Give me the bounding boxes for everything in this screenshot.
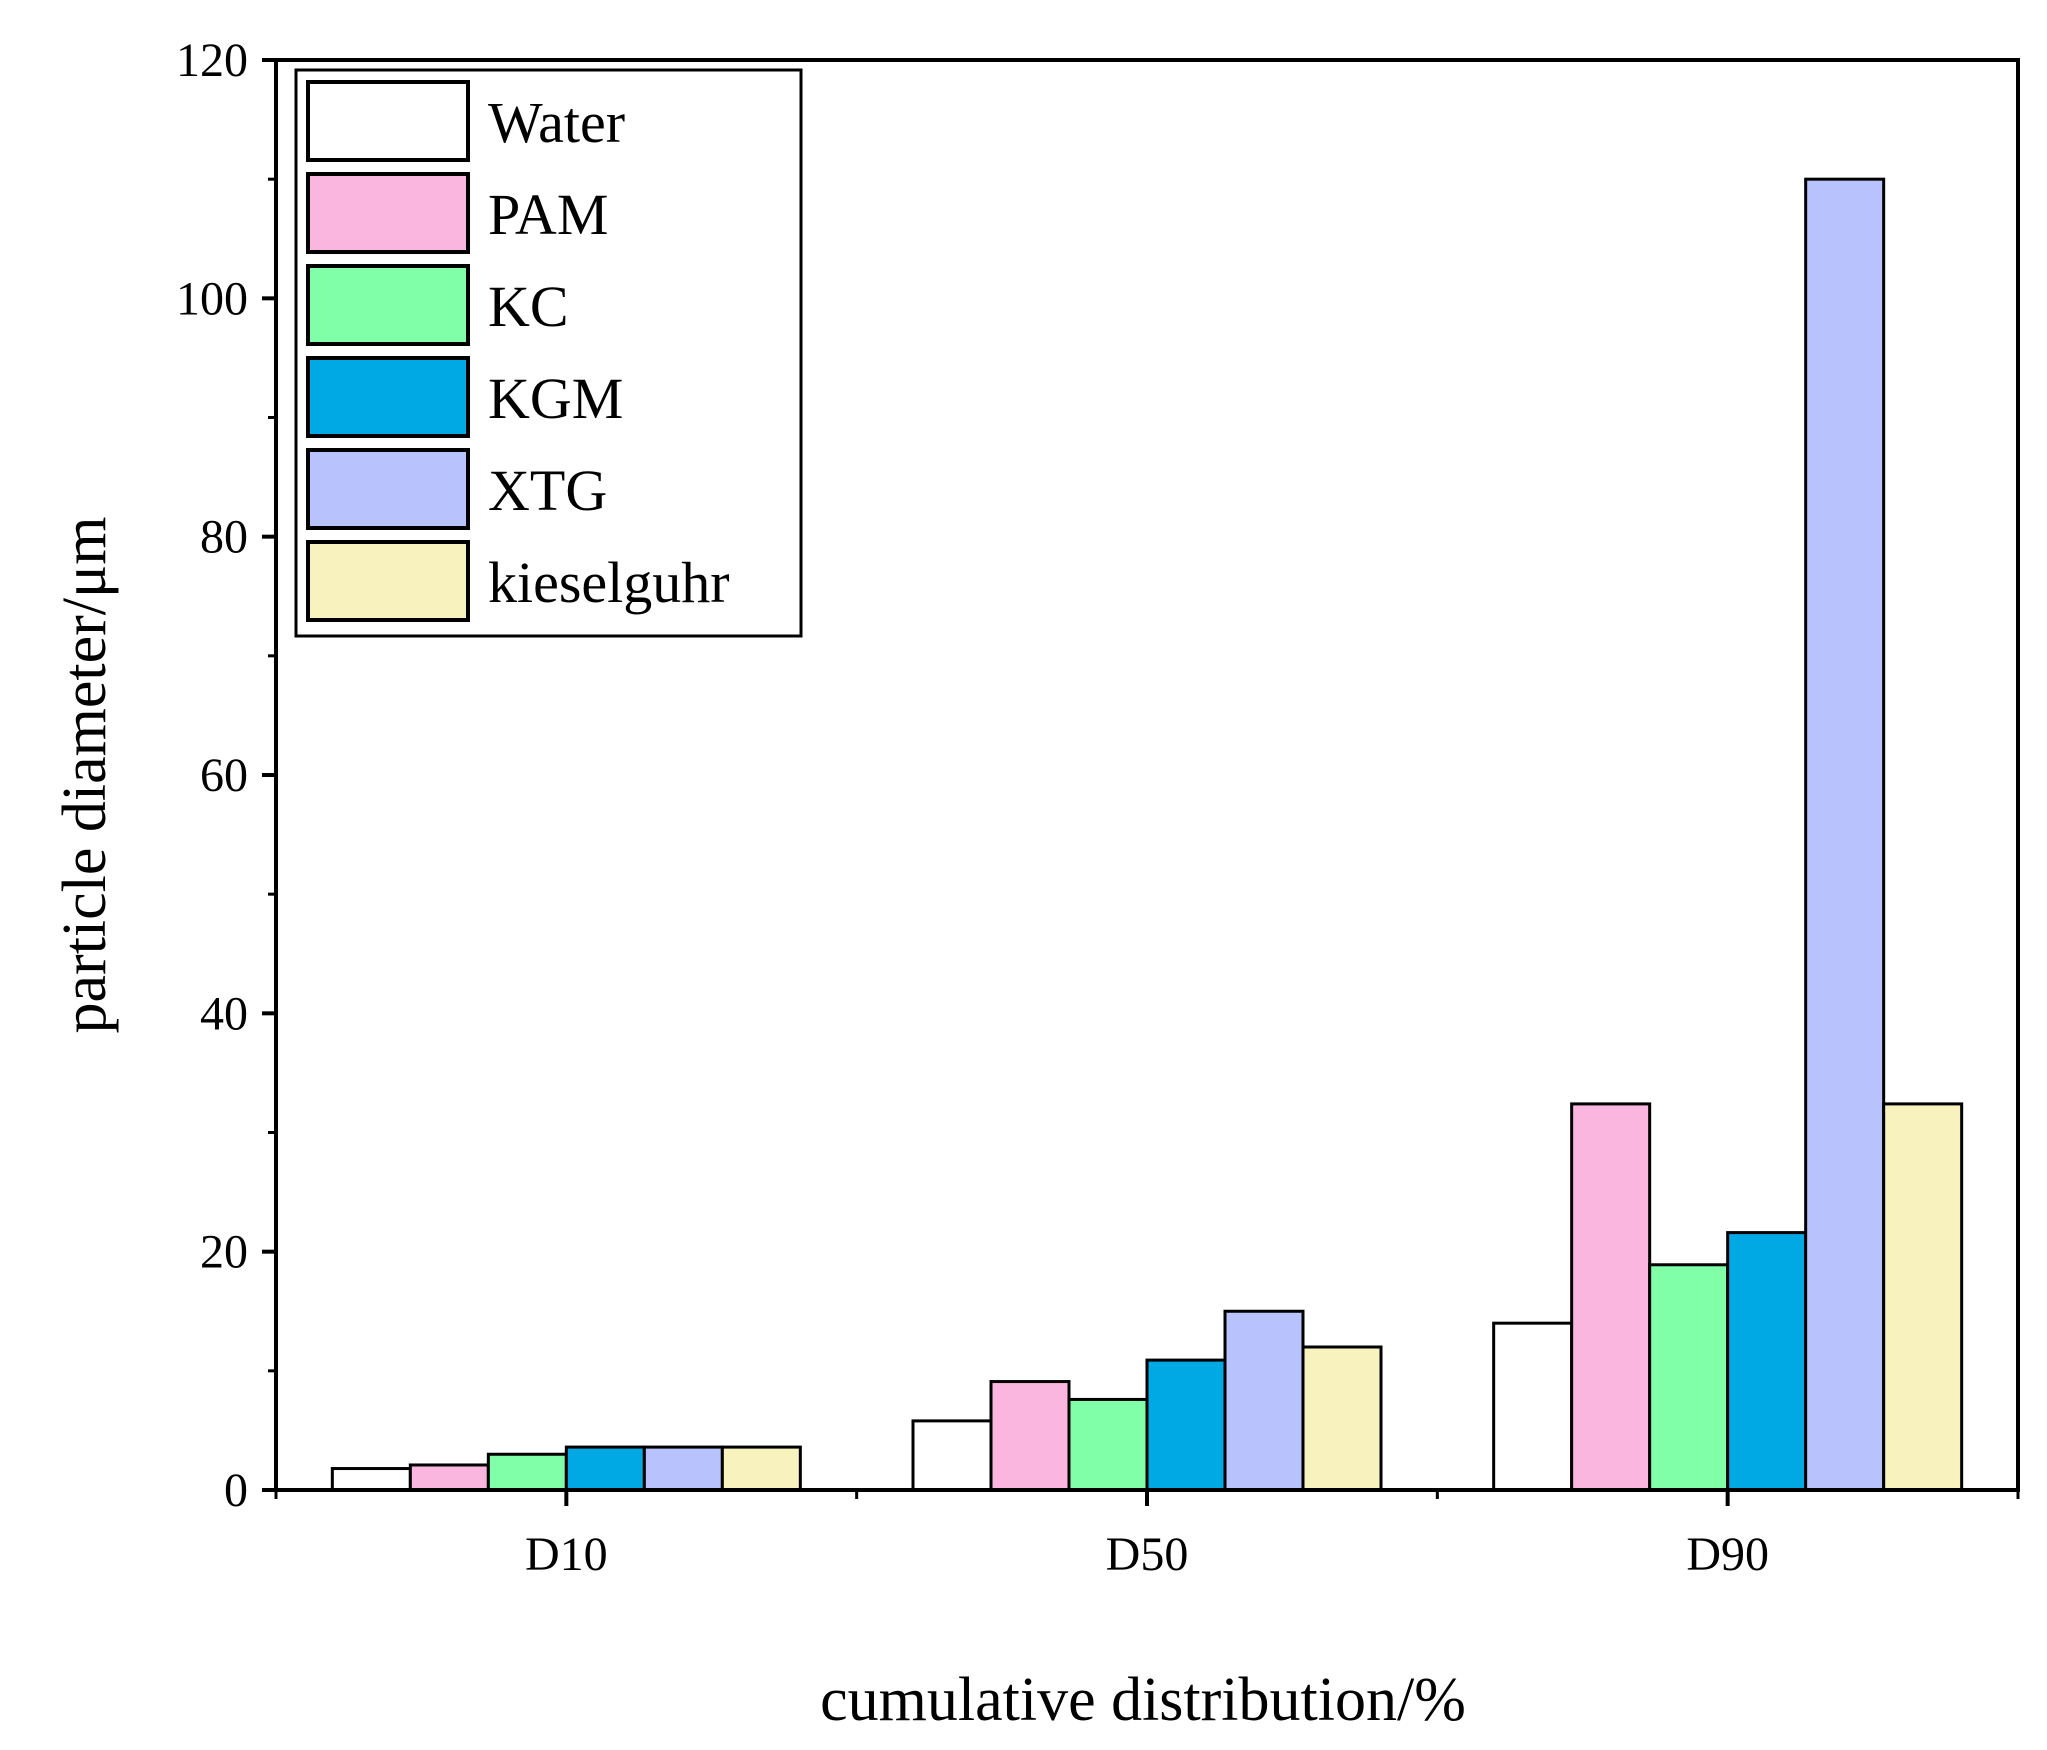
bar-kieselguhr-d90 <box>1882 1102 1964 1492</box>
x-axis-title: cumulative distribution/% <box>820 1666 1466 1734</box>
bar-xtg-d50 <box>1223 1309 1305 1492</box>
y-axis-title: particle diameter/μm <box>51 517 119 1034</box>
bar-kgm-d10 <box>564 1445 646 1492</box>
bar-kieselguhr-d50 <box>1301 1345 1383 1492</box>
bars-layer <box>330 177 1964 1492</box>
x-tick-label: D10 <box>525 1528 608 1581</box>
bar-pam-d50 <box>989 1380 1071 1492</box>
legend-swatch-kieselguhr <box>306 540 470 622</box>
bar-xtg-d10 <box>642 1445 724 1492</box>
bar-water-d10 <box>330 1467 412 1492</box>
legend-swatch-kc <box>306 264 470 346</box>
legend-label-pam: PAM <box>488 182 608 247</box>
y-tick-label: 80 <box>200 511 248 564</box>
legend-label-kc: KC <box>488 274 569 339</box>
bar-xtg-d90 <box>1804 177 1886 1492</box>
y-tick-label: 60 <box>200 749 248 802</box>
legend-swatch-water <box>306 80 470 162</box>
x-tick-label: D90 <box>1686 1528 1769 1581</box>
bar-kgm-d50 <box>1145 1358 1227 1492</box>
y-tick-label: 120 <box>176 34 248 87</box>
bar-kieselguhr-d10 <box>720 1445 802 1492</box>
legend-label-xtg: XTG <box>488 458 607 523</box>
x-tick-label: D50 <box>1106 1528 1189 1581</box>
legend-swatch-kgm <box>306 356 470 438</box>
legend-swatch-pam <box>306 172 470 254</box>
legend-label-kgm: KGM <box>488 366 623 431</box>
y-tick-label: 0 <box>224 1464 248 1517</box>
y-tick-label: 100 <box>176 272 248 325</box>
y-tick-label: 20 <box>200 1226 248 1279</box>
bar-kgm-d90 <box>1726 1231 1808 1492</box>
axes-layer: 0 20 40 60 80 100 120 D10 D50 D90 <box>176 34 2020 1581</box>
legend: Water PAM KC KGM XTG kieselguhr <box>294 68 803 638</box>
y-tick-label: 40 <box>200 987 248 1040</box>
legend-label-water: Water <box>488 90 625 155</box>
bar-water-d50 <box>911 1419 993 1492</box>
legend-label-kieselguhr: kieselguhr <box>488 550 730 615</box>
bar-pam-d10 <box>408 1463 490 1492</box>
legend-swatch-xtg <box>306 448 470 530</box>
bar-kc-d90 <box>1648 1263 1730 1492</box>
bar-water-d90 <box>1492 1321 1574 1492</box>
bar-kc-d50 <box>1067 1397 1149 1492</box>
bar-pam-d90 <box>1570 1102 1652 1492</box>
bar-kc-d10 <box>486 1452 568 1492</box>
